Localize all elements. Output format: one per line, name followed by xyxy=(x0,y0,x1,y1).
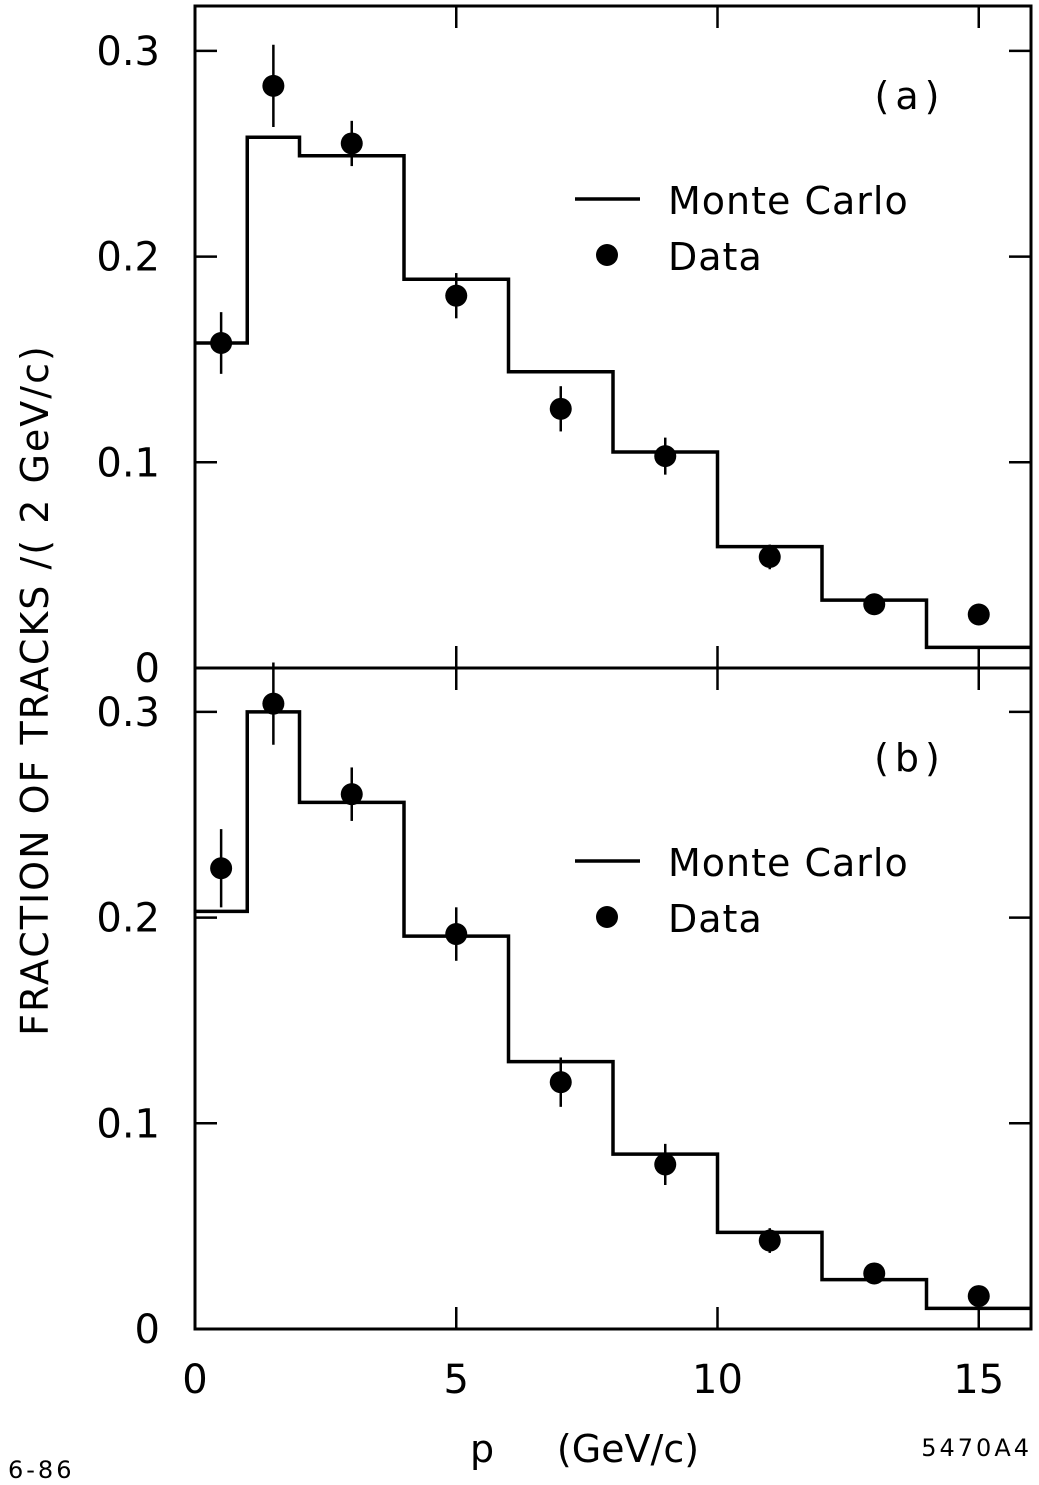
x-axis-symbol: p xyxy=(470,1427,494,1471)
data-point xyxy=(340,783,363,806)
data-point xyxy=(210,331,233,354)
y-tick-label: 0 xyxy=(135,1307,160,1353)
data-point xyxy=(262,74,285,97)
plot-frame-b xyxy=(193,666,1033,1331)
legend-dot-swatch xyxy=(596,244,618,266)
data-point xyxy=(863,593,886,616)
data-point xyxy=(445,284,468,307)
y-axis-label: FRACTION OF TRACKS /( 2 GeV/c) xyxy=(13,344,57,1036)
corner-date: 6-86 xyxy=(8,1456,74,1484)
data-point xyxy=(758,545,781,568)
data-point xyxy=(967,1285,990,1308)
data-point xyxy=(654,1153,677,1176)
data-point xyxy=(340,132,363,155)
legend-label-monte-carlo: Monte Carlo xyxy=(668,841,909,885)
x-axis-unit: (GeV/c) xyxy=(557,1427,699,1471)
corner-figure-id: 5470A4 xyxy=(921,1434,1032,1462)
monte-carlo-histogram xyxy=(195,710,1031,1311)
monte-carlo-histogram xyxy=(195,135,1031,650)
y-tick-label: 0 xyxy=(135,646,160,692)
y-tick-label: 0.2 xyxy=(96,896,160,942)
data-point xyxy=(262,692,285,715)
panel-label: (a) xyxy=(875,74,946,118)
legend-dot-swatch xyxy=(596,906,618,928)
panel-a: 0 0.1 0.2 0.3 (a) Monte Carlo Data xyxy=(96,4,1033,692)
legend-label-data: Data xyxy=(668,235,763,279)
y-tick-label: 0.1 xyxy=(96,1101,160,1147)
x-tick-label: 0 xyxy=(182,1357,207,1403)
x-tick-label: 15 xyxy=(953,1357,1004,1403)
legend-label-monte-carlo: Monte Carlo xyxy=(668,179,909,223)
legend-label-data: Data xyxy=(668,897,763,941)
data-point xyxy=(863,1262,886,1285)
panel-b: 0 0.1 0.2 0.3 (b) Monte Carlo Data xyxy=(96,662,1033,1353)
data-point xyxy=(654,445,677,468)
y-tick-label: 0.2 xyxy=(96,235,160,281)
y-tick-label: 0.3 xyxy=(96,690,160,736)
x-tick-label: 5 xyxy=(444,1357,469,1403)
data-point xyxy=(210,857,233,880)
x-tick-label: 10 xyxy=(692,1357,743,1403)
data-point xyxy=(445,923,468,946)
data-point xyxy=(758,1229,781,1252)
y-tick-label: 0.1 xyxy=(96,440,160,486)
y-tick-label: 0.3 xyxy=(96,29,160,75)
data-point xyxy=(549,1071,572,1094)
data-point xyxy=(967,603,990,626)
data-point xyxy=(549,397,572,420)
panel-label: (b) xyxy=(874,736,946,780)
x-axis-tick-labels: 0 5 10 15 xyxy=(182,1357,1004,1403)
